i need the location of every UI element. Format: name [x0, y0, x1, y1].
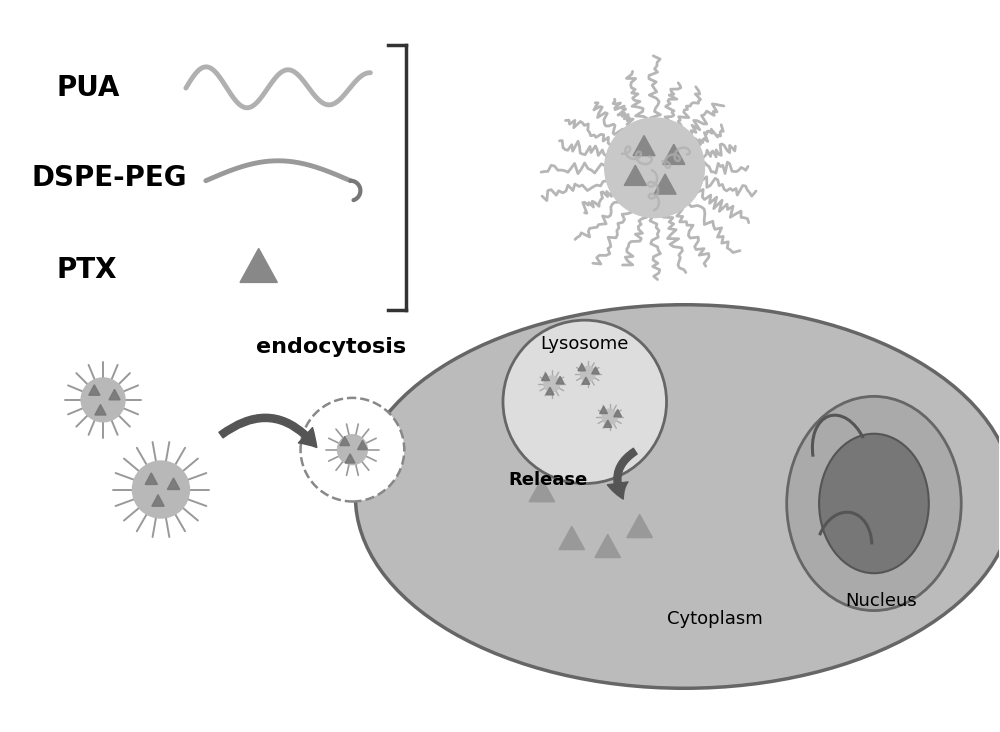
Polygon shape: [559, 526, 585, 550]
Polygon shape: [592, 367, 599, 374]
Text: endocytosis: endocytosis: [256, 337, 406, 357]
Polygon shape: [624, 165, 646, 185]
Polygon shape: [595, 534, 620, 558]
Circle shape: [81, 378, 125, 422]
Polygon shape: [546, 387, 554, 395]
Polygon shape: [542, 373, 550, 381]
Text: PUA: PUA: [56, 74, 120, 102]
Polygon shape: [358, 441, 367, 449]
Polygon shape: [529, 479, 555, 501]
Polygon shape: [604, 420, 612, 427]
Circle shape: [605, 118, 704, 217]
Polygon shape: [152, 495, 164, 507]
Text: Cytoplasm: Cytoplasm: [667, 610, 762, 628]
Polygon shape: [345, 454, 355, 463]
Circle shape: [503, 320, 667, 484]
Polygon shape: [95, 405, 106, 415]
Polygon shape: [240, 248, 277, 283]
Polygon shape: [167, 478, 180, 490]
Polygon shape: [556, 376, 564, 384]
Circle shape: [132, 461, 189, 518]
Polygon shape: [600, 406, 607, 414]
Polygon shape: [109, 389, 120, 400]
Text: PTX: PTX: [56, 256, 117, 284]
Polygon shape: [633, 135, 655, 156]
Polygon shape: [145, 473, 157, 485]
Circle shape: [602, 409, 617, 425]
Circle shape: [301, 398, 404, 501]
Ellipse shape: [819, 434, 929, 573]
Text: Nucleus: Nucleus: [845, 592, 917, 610]
FancyArrowPatch shape: [219, 414, 317, 447]
Polygon shape: [340, 436, 350, 446]
Text: Lysosome: Lysosome: [541, 335, 629, 353]
FancyArrowPatch shape: [607, 448, 637, 499]
Polygon shape: [614, 409, 622, 417]
Polygon shape: [582, 377, 590, 384]
Polygon shape: [663, 144, 685, 165]
Polygon shape: [627, 515, 652, 537]
Circle shape: [337, 435, 367, 465]
Text: DSPE-PEG: DSPE-PEG: [31, 164, 187, 192]
Polygon shape: [578, 364, 586, 371]
Text: Release: Release: [508, 471, 587, 488]
Ellipse shape: [355, 305, 1000, 688]
Polygon shape: [89, 385, 100, 395]
Circle shape: [544, 376, 560, 392]
Ellipse shape: [787, 397, 961, 610]
Polygon shape: [654, 174, 676, 194]
Circle shape: [580, 367, 595, 381]
